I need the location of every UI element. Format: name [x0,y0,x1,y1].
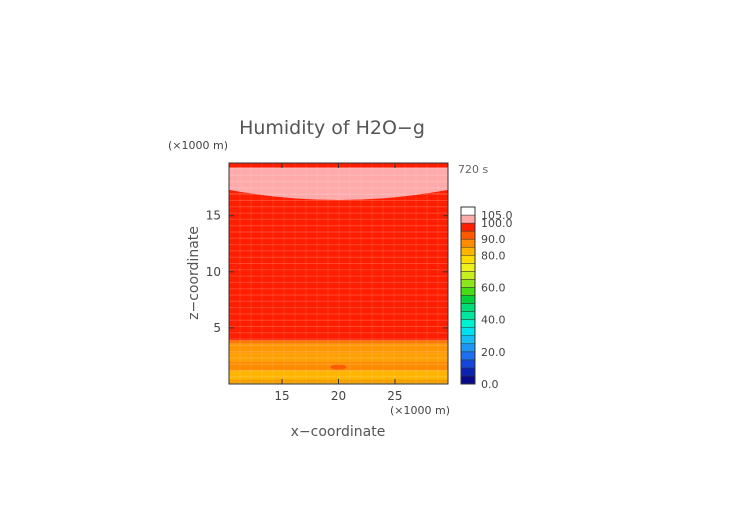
x-axis-label: x−coordinate [291,424,386,440]
local-humidity-patch [330,364,347,370]
humidity-band-6 [229,193,448,341]
y-unit-label: (×1000 m) [168,139,228,152]
colorbar-tick-label: 40.0 [481,314,506,327]
plot-area [229,163,448,384]
colorbar-swatch-20 [460,214,476,224]
x-tick-label: 20 [331,389,346,403]
colorbar-swatch-17 [460,238,476,248]
colorbar-swatch-11 [460,287,476,296]
colorbar-swatch-6 [460,327,476,336]
x-unit-label: (×1000 m) [390,404,450,417]
colorbar-swatch-15 [460,255,476,264]
x-tick-label: 25 [387,389,402,403]
colorbar-swatch-12 [460,279,476,288]
humidity-band-5 [229,340,448,344]
colorbar-swatch-5 [460,335,476,345]
y-tick-label: 15 [206,209,221,223]
colorbar-swatch-13 [460,271,476,280]
colorbar-swatch-4 [460,343,476,353]
colorbar-swatch-0 [460,375,476,385]
colorbar-swatch-18 [460,230,476,240]
colorbar-frame [460,206,476,385]
colorbar-swatch-3 [460,351,476,361]
supersaturated-region [229,167,448,201]
y-tick-label: 10 [206,265,221,279]
colorbar-tick-label: 80.0 [481,249,506,262]
colorbar-swatch-19 [460,222,476,232]
cell-grid [229,163,448,384]
y-tick-label: 5 [213,321,221,335]
colorbar-swatch-9 [460,303,476,312]
colorbar-tick-label: 90.0 [481,233,506,246]
chart-title: Humidity of H2O−g [239,117,425,139]
colorbar-swatch-7 [460,319,476,328]
colorbar-swatch-16 [460,246,476,256]
colorbar-tick-label: 100.0 [481,217,513,230]
colorbar-tick-label: 20.0 [481,346,506,359]
x-tick-label: 15 [274,389,289,403]
humidity-band-1 [229,370,448,380]
time-label: 720 s [458,163,488,176]
humidity-band-4 [229,343,448,354]
colorbar-swatch-2 [460,359,476,369]
axes: 15 20 25 5 10 15 [206,162,449,403]
y-axis-label: z−coordinate [186,226,202,320]
colorbar-tick-label: 0.0 [481,378,499,391]
colorbar-swatch-8 [460,311,476,320]
colorbar-swatch-1 [460,367,476,377]
colorbar-swatch-14 [460,263,476,272]
colorbar-tick-label: 60.0 [481,281,506,294]
colorbar-tick-label: 105.0 [481,209,513,222]
humidity-band-3 [229,353,448,362]
colorbar-swatch-21 [460,206,476,216]
colorbar-swatch-10 [460,295,476,304]
